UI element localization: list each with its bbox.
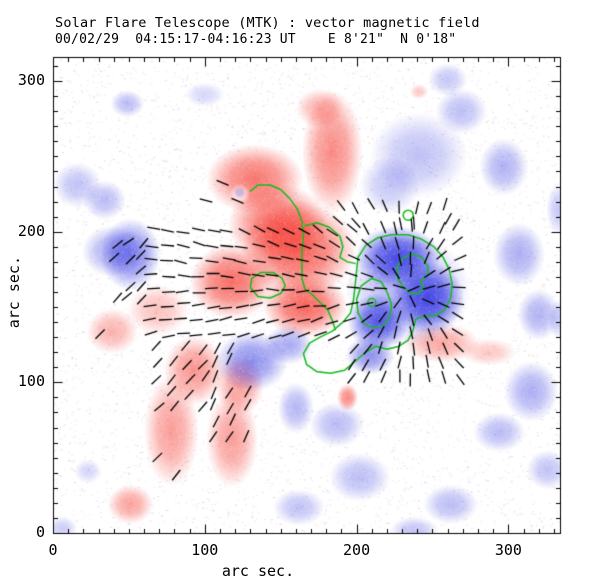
x-tick-label: 300 [494,541,522,559]
x-tick-label: 200 [343,541,371,559]
x-tick-label: 100 [191,541,219,559]
y-tick-label: 200 [17,221,45,240]
y-axis-title: arc sec. [5,256,23,329]
y-tick-label: 300 [17,71,45,90]
plot-subtitle: 00/02/29 04:15:17-04:16:23 UT E 8'21" N … [55,32,457,47]
x-tick-label: 0 [48,541,58,559]
y-tick-label: 0 [35,523,45,541]
y-tick-label: 100 [17,372,45,391]
x-axis-title: arc sec. [221,562,295,580]
plot-title: Solar Flare Telescope (MTK) : vector mag… [55,15,480,31]
